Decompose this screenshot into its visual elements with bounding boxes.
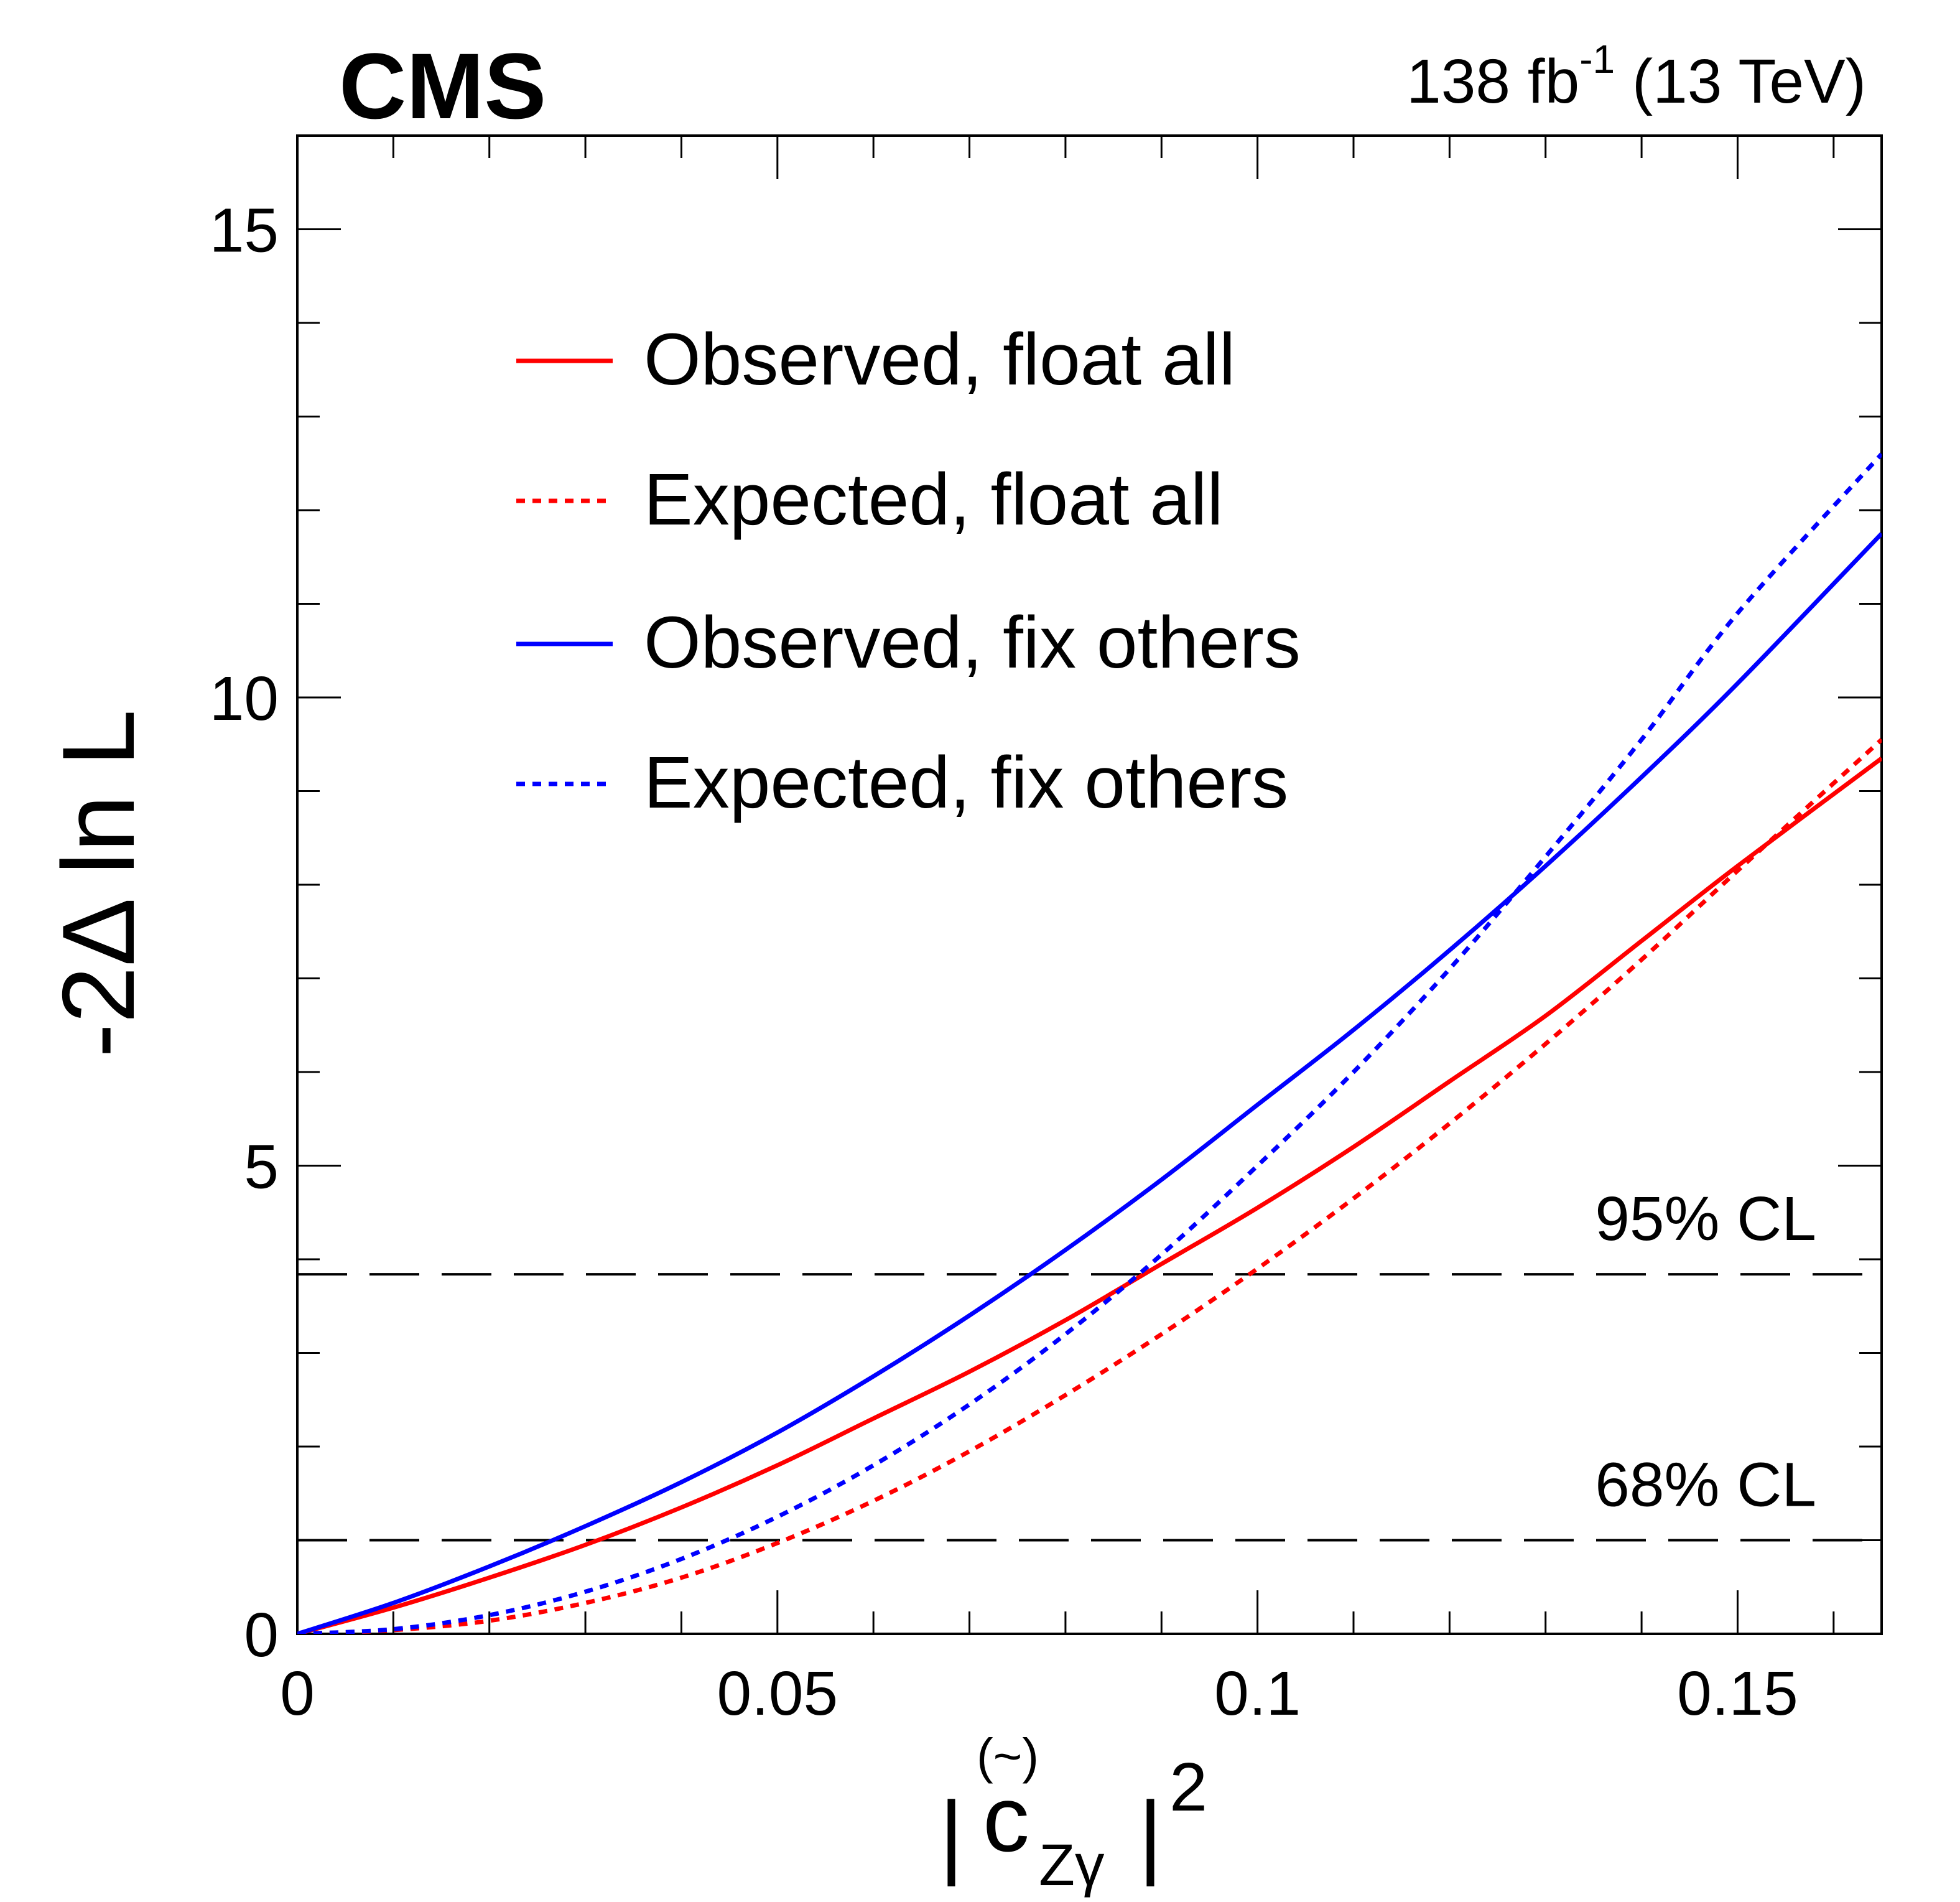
series-line-expected-float-all: [297, 738, 1882, 1634]
y-axis-title: -2Δ ln L: [41, 709, 156, 1058]
x-axis-title: | (~) c Zγ | 2: [939, 1728, 1207, 1898]
legend-label-expected-fix-others: Expected, fix others: [644, 742, 1288, 824]
energy-label: (13 TeV): [1615, 47, 1866, 116]
x-axis-title-power: 2: [1169, 1749, 1207, 1825]
lumi-value: 138 fb: [1406, 47, 1579, 116]
legend-label-observed-float-all: Observed, float all: [644, 319, 1235, 401]
x-tick-label: 0: [280, 1659, 315, 1728]
curves: [297, 452, 1882, 1634]
cms-label: CMS: [339, 34, 546, 138]
y-tick-label: 15: [210, 196, 279, 266]
plot-area: 0 0.05 0.1 0.15 0 5 10 15 68% CL 95% CL Observed, …: [210, 134, 1883, 1728]
cl-reference-label: 95% CL: [1595, 1184, 1816, 1254]
y-tick-label: 10: [210, 664, 279, 734]
legend: Observed, float all Expected, float all Ob…: [516, 319, 1301, 824]
series-line-expected-fix-others: [297, 452, 1882, 1634]
x-tick-label: 0.1: [1214, 1659, 1301, 1728]
series-line-observed-fix-others: [297, 532, 1882, 1634]
y-tick-label: 5: [244, 1132, 279, 1202]
x-axis-title-accent: (~): [977, 1728, 1039, 1784]
x-tick-label: 0.15: [1677, 1659, 1798, 1728]
lumi-label: 138 fb-1 (13 TeV): [1406, 37, 1866, 116]
lumi-exponent: -1: [1579, 37, 1615, 82]
x-axis-title-symbol: c: [983, 1766, 1029, 1871]
x-tick-label: 0.05: [717, 1659, 838, 1728]
x-axis-title-bar-right: |: [1138, 1782, 1163, 1886]
series-line-observed-float-all: [297, 757, 1882, 1634]
x-axis-title-subscript: Zγ: [1039, 1832, 1105, 1898]
legend-label-observed-fix-others: Observed, fix others: [644, 602, 1301, 684]
legend-label-expected-float-all: Expected, float all: [644, 459, 1223, 541]
x-axis-title-bar-left: |: [939, 1782, 964, 1886]
cl-reference-label: 68% CL: [1595, 1450, 1816, 1520]
y-tick-label: 0: [244, 1600, 279, 1670]
